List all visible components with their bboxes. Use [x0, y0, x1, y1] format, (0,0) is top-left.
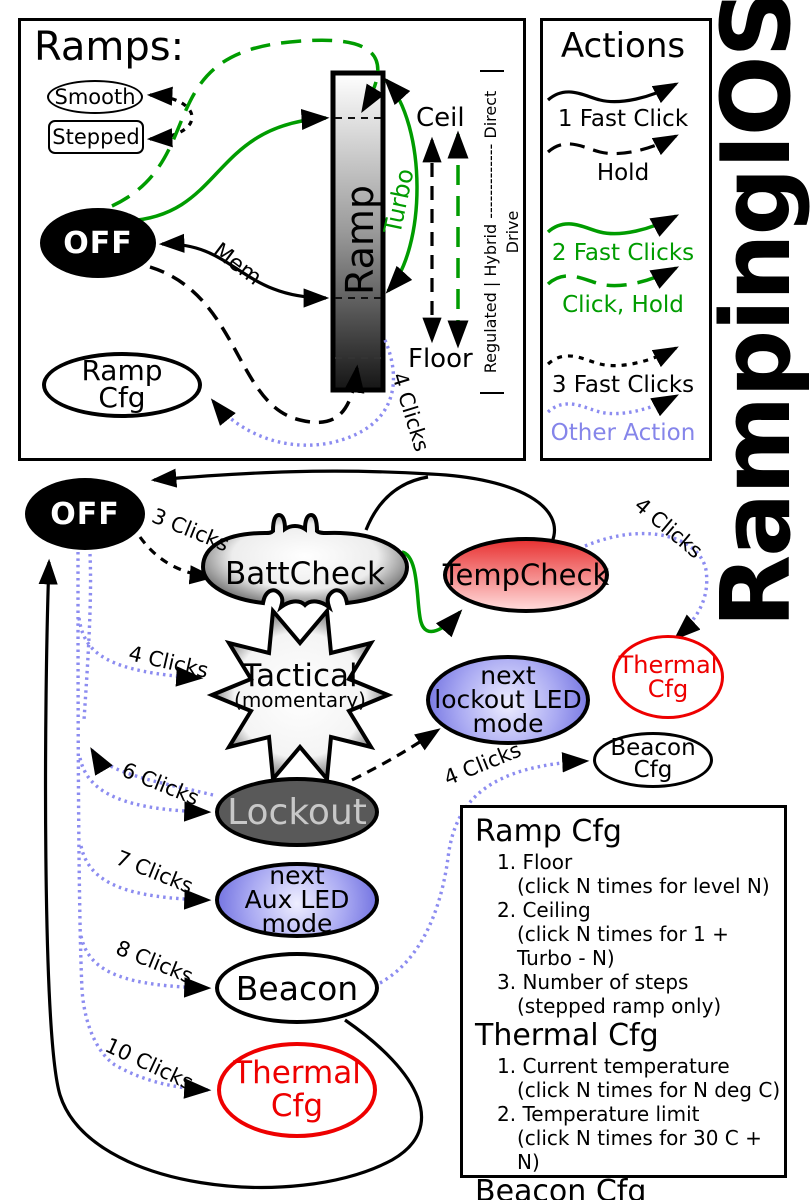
lockout-led-label: next lockout LED mode [434, 661, 582, 738]
thermal-cfg-bottom-label: Thermal Cfg [233, 1055, 361, 1124]
legend-1fastclick-label: 1 Fast Click [557, 106, 689, 132]
legend-clickhold-label: Click, Hold [562, 292, 684, 318]
tactical-label-group: Tactical (momentary) [210, 658, 390, 713]
legend-clickhold-arrow [546, 266, 680, 289]
legend-hold-arrow [546, 134, 679, 156]
floor-label: Floor [408, 344, 473, 374]
tempcheck-label: TempCheck [442, 558, 610, 592]
stepped-ramp-label: Stepped [52, 125, 140, 149]
off-node-bottom: OFF [25, 478, 145, 550]
actions-panel-title: Actions [560, 26, 686, 66]
off-hold-to-floor-arrow [149, 265, 365, 425]
turbo-arrow [383, 77, 419, 294]
thermal-cfg-node-bottom: Thermal Cfg [217, 1042, 377, 1138]
ramp-cfg-note-3: (stepped ramp only) [517, 994, 722, 1018]
ramp-cfg-heading: Ramp Cfg [475, 814, 622, 849]
tactical-star-shape [206, 606, 394, 784]
mem-arrow [158, 233, 330, 308]
legend-1fastclick-arrow [546, 82, 679, 104]
ramp-cfg-item-3: 3. Number of steps [497, 970, 689, 994]
lockout-label: Lockout [227, 791, 367, 833]
off-2clicks-to-ceiling-arrow [127, 109, 330, 223]
ramp-cfg-node: Ramp Cfg [42, 352, 202, 418]
ramp-cfg-item-1: 1. Floor [497, 850, 573, 874]
thermal-cfg-node-right: Thermal Cfg [612, 635, 724, 719]
beacon-cfg-label: Beacon Cfg [610, 735, 696, 783]
ramps-panel-title: Ramps: [34, 24, 185, 70]
thermal-cfg-item-1: 1. Current temperature [497, 1054, 730, 1078]
ramp-4clicks-to-rampcfg-arrow [210, 339, 396, 447]
tempcheck-node: TempCheck [443, 537, 609, 613]
aux-led-node: next Aux LED mode [215, 862, 379, 938]
smooth-ramp-label: Smooth [54, 85, 136, 109]
beacon-cfg-heading: Beacon Cfg [475, 1174, 647, 1200]
smooth-stepped-toggle-arrow [146, 86, 194, 148]
ramp-cfg-item-2: 2. Ceiling [497, 898, 591, 922]
config-reference-box: Ramp Cfg 1. Floor (click N times for lev… [460, 805, 787, 1200]
page-title: RampingIOS V3 [702, 0, 812, 628]
beacon-label: Beacon [235, 968, 359, 1008]
battcheck-bat-shape [200, 512, 410, 613]
regulation-range-label: Regulated | Hybrid ------------- Direct … [480, 70, 522, 394]
ramp-cfg-label: Ramp Cfg [81, 354, 163, 414]
off-bottom-label: OFF [50, 496, 120, 532]
legend-3fastclicks-arrow [546, 346, 679, 368]
ramps-panel [18, 18, 526, 461]
lockout-to-lockoutled-arrow [351, 728, 441, 782]
thermal-cfg-right-label: Thermal Cfg [618, 651, 718, 703]
ramp-bar-label: Ramp [338, 185, 382, 295]
beacon-return-loop-to-off-arrow [38, 558, 423, 1189]
thermal-cfg-heading: Thermal Cfg [475, 1018, 659, 1053]
ceil-label: Ceil [416, 103, 465, 133]
lockout-led-node: next lockout LED mode [426, 655, 590, 745]
legend-hold-label: Hold [596, 160, 650, 186]
lockout-node: Lockout [215, 777, 379, 847]
smooth-ramp-node: Smooth [47, 80, 143, 114]
tempcheck-to-off-arrow [150, 468, 556, 543]
legend-3fastclicks-label: 3 Fast Clicks [551, 372, 695, 398]
off-node-top: OFF [40, 208, 156, 278]
off-clicks-trunk-2 [82, 553, 93, 721]
legend-otheraction-arrow [546, 394, 679, 417]
tactical-label: Tactical [242, 658, 358, 694]
thermal-cfg-item-2: 2. Temperature limit [497, 1102, 700, 1126]
off-clicks-trunk [76, 551, 212, 1099]
off-4clicks-to-tactical-arrow [77, 617, 204, 687]
off-label: OFF [63, 225, 133, 261]
legend-2fastclicks-arrow [546, 214, 680, 237]
ramp-cfg-note-2: (click N times for 1 + Turbo - N) [517, 922, 729, 970]
stepped-ramp-node: Stepped [48, 120, 144, 154]
legend-otheraction-label: Other Action [550, 420, 696, 446]
actions-panel [540, 18, 712, 461]
thermal-cfg-note-2: (click N times for 30 C + N) [517, 1126, 762, 1174]
legend-2fastclicks-label: 2 Fast Clicks [551, 240, 695, 266]
thermal-cfg-note-1: (click N times for N deg C) [517, 1078, 781, 1102]
off-clickhold-to-ceiling-arrow [111, 38, 385, 208]
tactical-sub-label: (momentary) [234, 688, 366, 713]
off-6clicks-to-lockout-arrow [78, 757, 212, 822]
beacon-cfg-node: Beacon Cfg [593, 732, 713, 788]
beacon-node: Beacon [215, 952, 379, 1024]
battcheck-label: BattCheck [225, 556, 385, 592]
battcheck-to-tempcheck-arrow [401, 550, 463, 638]
aux-led-label: next Aux LED mode [244, 861, 350, 938]
battcheck-to-off-branch [364, 475, 429, 531]
ramp-cfg-note-1: (click N times for level N) [517, 874, 770, 898]
